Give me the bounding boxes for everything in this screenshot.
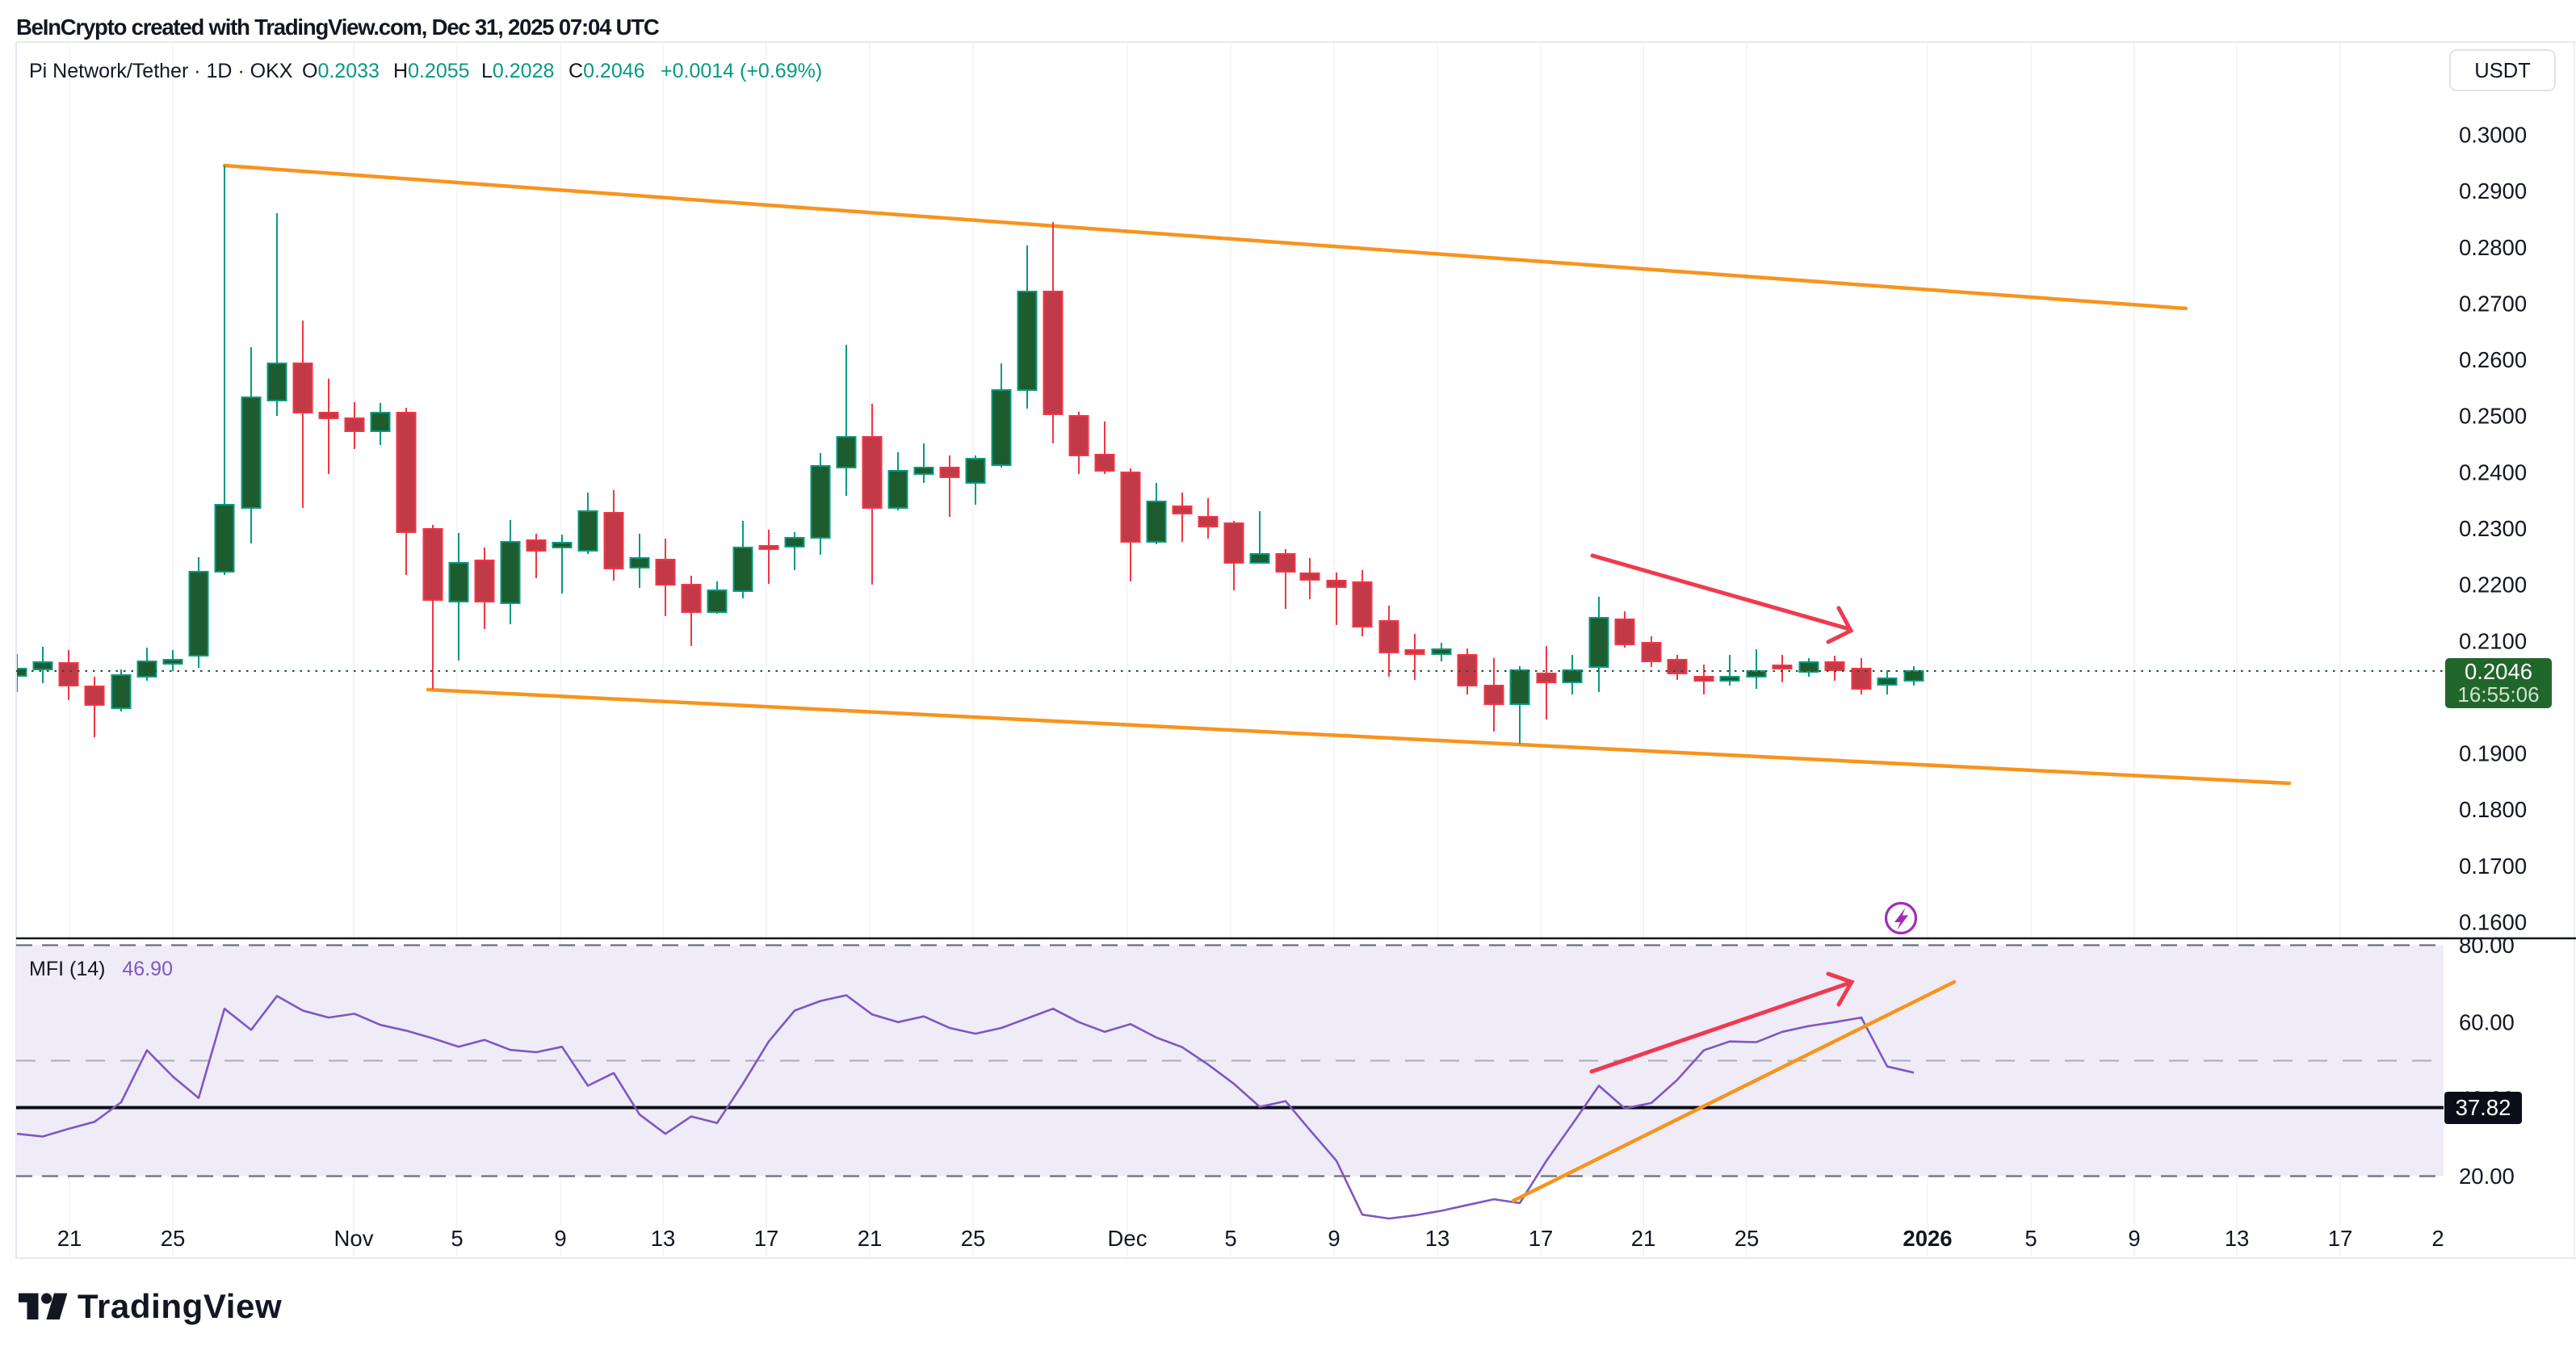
svg-text:0.1700: 0.1700	[2459, 854, 2527, 879]
svg-text:13: 13	[651, 1226, 676, 1251]
svg-text:TradingView: TradingView	[78, 1287, 282, 1325]
svg-text:0.2800: 0.2800	[2459, 235, 2527, 260]
svg-text:5: 5	[1224, 1226, 1236, 1251]
svg-text:5: 5	[2024, 1226, 2037, 1251]
svg-text:0.1900: 0.1900	[2459, 741, 2527, 766]
svg-text:0.3000: 0.3000	[2459, 123, 2527, 148]
svg-text:Dec: Dec	[1108, 1226, 1147, 1251]
svg-text:Nov: Nov	[334, 1226, 374, 1251]
svg-text:9: 9	[1328, 1226, 1340, 1251]
svg-text:0.2046: 0.2046	[2465, 659, 2532, 684]
svg-text:USDT: USDT	[2474, 60, 2530, 82]
svg-text:2026: 2026	[1903, 1226, 1952, 1251]
svg-text:0.2500: 0.2500	[2459, 404, 2527, 429]
svg-text:0.2600: 0.2600	[2459, 347, 2527, 372]
svg-text:0.1800: 0.1800	[2459, 797, 2527, 822]
svg-text:0.2400: 0.2400	[2459, 459, 2527, 485]
svg-text:9: 9	[2128, 1226, 2140, 1251]
svg-text:0.2100: 0.2100	[2459, 628, 2527, 653]
svg-text:0.2900: 0.2900	[2459, 178, 2527, 203]
svg-text:21: 21	[1631, 1226, 1656, 1251]
svg-text:0.1600: 0.1600	[2459, 909, 2527, 934]
svg-text:25: 25	[961, 1226, 986, 1251]
svg-text:25: 25	[161, 1226, 186, 1251]
svg-text:20.00: 20.00	[2459, 1164, 2515, 1189]
svg-text:17: 17	[2328, 1226, 2353, 1251]
svg-text:17: 17	[1529, 1226, 1554, 1251]
svg-text:0.2300: 0.2300	[2459, 516, 2527, 541]
svg-text:2: 2	[2431, 1226, 2444, 1251]
svg-text:13: 13	[2225, 1226, 2250, 1251]
svg-text:17: 17	[754, 1226, 779, 1251]
svg-text:21: 21	[858, 1226, 883, 1251]
svg-text:37.82: 37.82	[2456, 1095, 2511, 1120]
svg-text:MFI (14) 46.90: MFI (14) 46.90	[29, 958, 173, 980]
svg-text:BeInCrypto created with Tradin: BeInCrypto created with TradingView.com,…	[16, 15, 660, 40]
svg-text:0.2200: 0.2200	[2459, 573, 2527, 598]
svg-text:60.00: 60.00	[2459, 1009, 2515, 1034]
svg-text:5: 5	[451, 1226, 463, 1251]
svg-text:0.2700: 0.2700	[2459, 291, 2527, 316]
svg-text:25: 25	[1735, 1226, 1760, 1251]
svg-text:9: 9	[554, 1226, 566, 1251]
svg-text:21: 21	[57, 1226, 82, 1251]
svg-text:16:55:06: 16:55:06	[2457, 682, 2539, 707]
svg-text:80.00: 80.00	[2459, 933, 2515, 958]
svg-text:13: 13	[1425, 1226, 1450, 1251]
